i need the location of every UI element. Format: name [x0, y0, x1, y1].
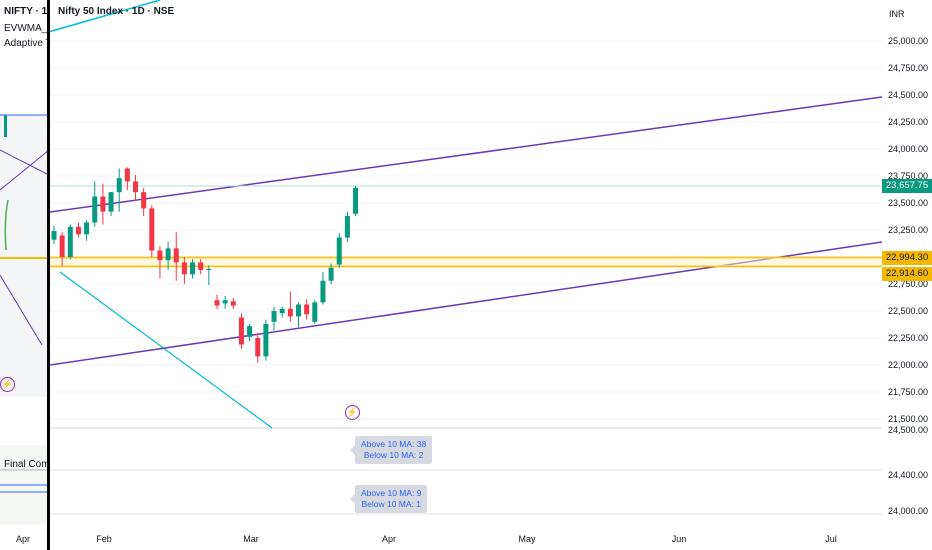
candle-body[interactable] [198, 262, 204, 270]
price-tick: 21,500.00 [887, 414, 928, 424]
breadth-tick: 24,400.00 [887, 470, 928, 480]
breadth-box-2-below: Below 10 MA: 1 [361, 499, 421, 509]
candle-body[interactable] [165, 248, 171, 261]
candle-body[interactable] [320, 280, 326, 303]
breadth-tick: 24,000.00 [887, 506, 928, 516]
candle-body[interactable] [304, 304, 310, 315]
left-candle [4, 115, 7, 137]
legend-title[interactable]: Nifty 50 Index · 1D · NSE [58, 6, 175, 17]
candle-body[interactable] [353, 187, 359, 214]
left-symbol-label: NIFTY · 1D [4, 6, 49, 17]
time-label: Jun [671, 534, 687, 544]
candle-body[interactable] [247, 326, 253, 337]
candle-body[interactable] [51, 231, 57, 240]
candle-body[interactable] [336, 237, 342, 265]
time-label: Apr [381, 534, 397, 544]
candle-body[interactable] [328, 267, 334, 281]
breadth-box-2: Above 10 MA: 9 Below 10 MA: 1 [349, 485, 428, 513]
left-channel-2 [0, 149, 49, 191]
price-tick: 22,750.00 [887, 279, 928, 289]
price-tick: 22,500.00 [887, 306, 928, 316]
candle-body[interactable] [59, 235, 65, 257]
support-zone [50, 257, 882, 267]
candle-body[interactable] [149, 208, 155, 251]
candle-body[interactable] [255, 338, 261, 357]
price-chart-svg [50, 0, 882, 515]
price-tick: 23,750.00 [887, 171, 928, 181]
candle-body[interactable] [108, 192, 114, 212]
lightning-icon[interactable]: ⚡ [0, 377, 15, 392]
candle-body[interactable] [124, 168, 130, 182]
price-tick: 23,500.00 [887, 198, 928, 208]
candle-body[interactable] [190, 262, 196, 275]
time-label: Feb [96, 534, 112, 544]
current-price-tag: 23,657.75 [882, 178, 932, 193]
candle-body[interactable] [92, 196, 98, 223]
candle-body[interactable] [206, 268, 212, 270]
left-indicator-2: Adaptive T [4, 38, 49, 49]
candle-body[interactable] [222, 300, 228, 304]
price-tick: 24,250.00 [887, 117, 928, 127]
price-tick: 24,500.00 [887, 90, 928, 100]
price-tick: 22,000.00 [887, 360, 928, 370]
candle-body[interactable] [296, 304, 301, 317]
candle-body[interactable] [238, 317, 244, 345]
candle-body[interactable] [263, 323, 269, 357]
candle-body[interactable] [141, 192, 147, 209]
candle-body[interactable] [181, 262, 187, 275]
candle-body[interactable] [287, 308, 293, 317]
price-tick: 23,250.00 [887, 225, 928, 235]
candle-body[interactable] [100, 196, 106, 212]
candle-body[interactable] [312, 302, 318, 322]
price-tick: 24,750.00 [887, 63, 928, 73]
currency-button[interactable]: INR [889, 9, 905, 19]
price-tick: 21,750.00 [887, 387, 928, 397]
level-2-tag: 22,914.60 [882, 267, 932, 282]
candle-body[interactable] [230, 301, 236, 306]
candle-body[interactable] [157, 250, 163, 261]
channel-upper[interactable] [50, 96, 882, 213]
left-time-label: Apr [16, 534, 31, 544]
grid [50, 40, 882, 420]
candle-body[interactable] [271, 311, 277, 322]
breadth-box-2-above: Above 10 MA: 9 [361, 488, 422, 498]
time-label: Mar [243, 534, 259, 544]
candle-body[interactable] [133, 181, 138, 193]
candle-body[interactable] [173, 248, 179, 263]
trendline-top[interactable] [50, 0, 161, 33]
candle-body[interactable] [279, 308, 285, 314]
time-label: May [518, 534, 536, 544]
left-ma-line [4, 199, 9, 251]
breadth-box-1-above: Above 10 MA: 38 [361, 439, 427, 449]
main-chart-pane[interactable]: Nifty 50 Index · 1D · NSE ⚡ Above 10 MA:… [50, 0, 882, 550]
candle-body[interactable] [344, 215, 350, 238]
time-label: Jul [825, 534, 837, 544]
lightning-icon[interactable]: ⚡ [345, 405, 360, 420]
candle-body[interactable] [67, 226, 73, 257]
price-tick: 25,000.00 [887, 36, 928, 46]
price-tick: 22,250.00 [887, 333, 928, 343]
left-channel-3 [0, 274, 43, 346]
candle-body[interactable] [75, 226, 81, 235]
level-1-tag: 22,994.30 [882, 250, 932, 265]
candle-body[interactable] [116, 178, 122, 193]
breadth-box-1: Above 10 MA: 38 Below 10 MA: 2 [349, 436, 433, 464]
left-mini-pane[interactable]: NIFTY · 1D EVWMA_L Adaptive T Final Comb… [0, 0, 49, 550]
breadth-box-1-below: Below 10 MA: 2 [363, 450, 424, 460]
candle-body[interactable] [84, 222, 90, 235]
trendline-down[interactable] [59, 271, 273, 429]
candles [51, 167, 359, 363]
breadth-tick: 24,500.00 [887, 425, 928, 435]
left-pane-chart [0, 114, 49, 525]
pane-divider[interactable] [47, 0, 50, 550]
left-indicator-3: Final Comb [4, 459, 49, 470]
left-shaded-region [0, 115, 49, 397]
left-indicator-1: EVWMA_L [4, 23, 49, 34]
price-scale[interactable]: 25,000.00 24,750.00 24,500.00 24,250.00 24,0… [882, 0, 932, 550]
candle-body[interactable] [214, 300, 220, 306]
price-tick: 24,000.00 [887, 144, 928, 154]
left-channel-1 [0, 149, 49, 176]
time-axis[interactable]: Feb Mar Apr May Jun Jul [0, 529, 882, 550]
